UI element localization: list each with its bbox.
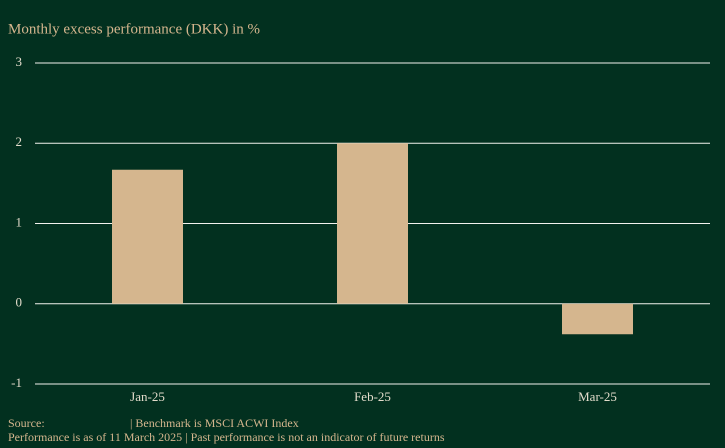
x-tick-label: Jan-25 (130, 389, 165, 404)
source: Source: (8, 416, 45, 430)
benchmark-note: | Benchmark is MSCI ACWI Index (130, 416, 299, 430)
y-tick-label: 1 (16, 214, 23, 229)
x-tick-label: Feb-25 (354, 389, 391, 404)
x-tick-label: Mar-25 (578, 389, 617, 404)
bar (112, 169, 183, 304)
disclaimer: Performance is as of 11 March 2025 | Pas… (8, 430, 445, 444)
y-tick-label: 2 (16, 134, 23, 149)
y-tick-label: 3 (16, 54, 23, 69)
y-tick-label: 0 (16, 295, 23, 310)
bar (337, 143, 408, 304)
y-tick-label: -1 (11, 375, 22, 390)
bar (562, 303, 633, 335)
chart-title: Monthly excess performance (DKK) in % (8, 21, 260, 37)
